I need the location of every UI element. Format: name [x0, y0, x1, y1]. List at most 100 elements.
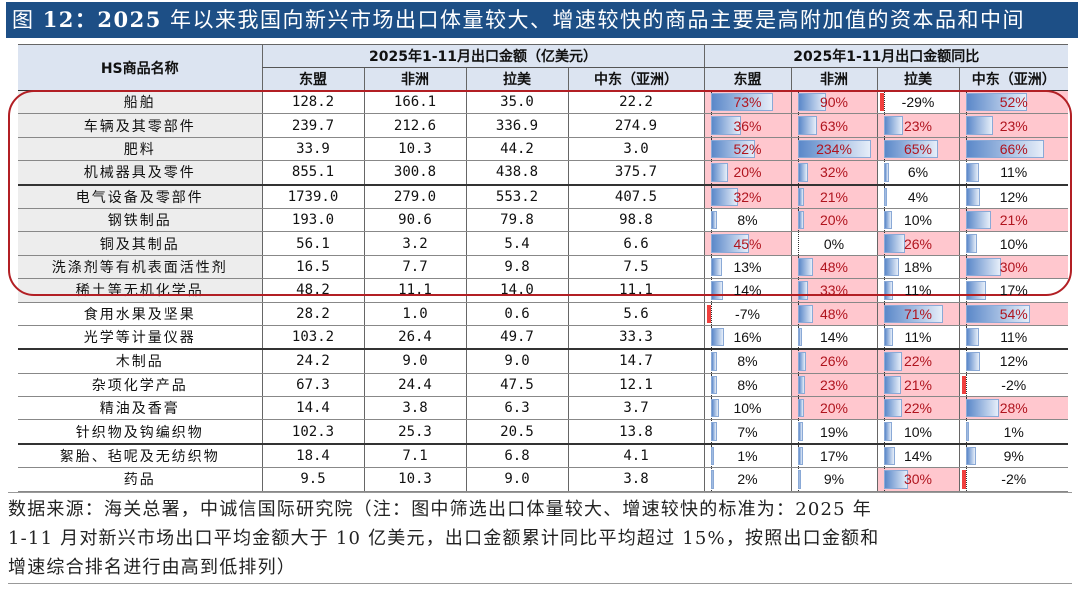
data-bar [797, 163, 808, 182]
yoy-growth-cell: 30% [958, 255, 1068, 280]
yoy-growth-cell: 73% [703, 90, 791, 115]
yoy-growth-cell: 8% [703, 208, 791, 233]
header-amount-africa: 非洲 [363, 67, 466, 91]
export-amount: 7.5 [567, 255, 704, 280]
yoy-growth-value: 18% [903, 258, 933, 275]
data-bar [710, 187, 738, 206]
yoy-growth-cell: 52% [703, 137, 791, 162]
data-bar [710, 352, 718, 371]
yoy-growth-value: 73% [733, 94, 762, 111]
yoy-growth-value: 10% [903, 423, 933, 440]
yoy-growth-cell: 54% [958, 302, 1068, 326]
export-amount: 12.1 [567, 373, 704, 398]
yoy-growth-value: 14% [903, 448, 933, 465]
export-amount: 79.8 [465, 208, 568, 233]
data-bar [797, 422, 804, 441]
header-yoy-africa: 非洲 [790, 67, 877, 91]
export-amount: 553.2 [465, 184, 568, 209]
data-bar [965, 446, 977, 466]
table-row: 针织物及钩编织物 102.3 25.3 20.5 13.8 7% 19% 10% 1% [18, 419, 1068, 445]
data-bar [710, 470, 714, 489]
yoy-growth-cell: 63% [790, 113, 877, 138]
commodity-name: 絮胎、毡呢及无纺织物 [18, 443, 262, 469]
data-bar [710, 93, 774, 112]
yoy-growth-value: -2% [1001, 471, 1027, 488]
data-bar [710, 375, 718, 395]
yoy-growth-value: 11% [904, 329, 932, 346]
data-bar [965, 422, 969, 441]
data-bar [710, 399, 720, 418]
data-bar [797, 470, 801, 489]
yoy-growth-value: 21% [819, 188, 849, 205]
yoy-growth-cell: 14% [876, 443, 959, 469]
data-bar [797, 352, 806, 371]
export-amount: 102.3 [261, 419, 364, 445]
yoy-growth-cell: 14% [790, 325, 877, 351]
yoy-growth-value: 14% [733, 282, 762, 299]
yoy-growth-cell: 32% [703, 184, 791, 209]
yoy-growth-value: 13% [733, 258, 762, 275]
export-amount: 33.3 [567, 325, 704, 351]
commodity-name: 药品 [18, 467, 262, 492]
yoy-growth-value: -7% [735, 305, 760, 322]
data-bar [797, 210, 804, 230]
table-body: 船舶 128.2 166.1 35.0 22.2 73% 90% -29% 52% 车辆及其零部件… [18, 90, 1068, 492]
yoy-growth-cell: 10% [876, 419, 959, 445]
yoy-growth-value: 66% [999, 140, 1028, 157]
yoy-growth-value: 20% [819, 400, 849, 417]
export-amount: 5.4 [465, 231, 568, 256]
yoy-growth-cell: 36% [703, 113, 791, 138]
yoy-growth-value: 22% [903, 353, 933, 370]
export-amount: 20.5 [465, 419, 568, 445]
data-bar [797, 375, 805, 395]
yoy-growth-cell: 7% [703, 419, 791, 445]
yoy-growth-cell: 19% [790, 419, 877, 445]
export-amount: 44.2 [465, 137, 568, 162]
yoy-growth-value: 14% [819, 329, 849, 346]
yoy-growth-value: 9% [1003, 448, 1024, 465]
table-row: 铜及其制品 56.1 3.2 5.4 6.6 45% 0% 26% 10% [18, 231, 1068, 256]
yoy-growth-cell: -7% [703, 302, 791, 326]
data-bar [883, 399, 902, 418]
yoy-growth-cell: -2% [958, 467, 1068, 492]
yoy-growth-value: 0% [823, 235, 845, 252]
export-amount: 14.0 [465, 278, 568, 303]
yoy-growth-cell: 30% [876, 467, 959, 492]
export-amount: 103.2 [261, 325, 364, 351]
export-amount: 56.1 [261, 231, 364, 256]
table-row: 光学等计量仪器 103.2 26.4 49.7 33.3 16% 14% 11% 11% [18, 325, 1068, 351]
export-amount: 26.4 [363, 325, 466, 351]
export-amount: 47.5 [465, 373, 568, 398]
yoy-growth-cell: 45% [703, 231, 791, 256]
yoy-growth-value: 8% [737, 376, 758, 393]
export-amount: 16.5 [261, 255, 364, 280]
negative-data-bar [961, 470, 966, 489]
yoy-growth-value: 8% [737, 212, 758, 229]
yoy-growth-value: 11% [904, 282, 932, 299]
export-amount: 212.6 [363, 113, 466, 138]
export-amount: 90.6 [363, 208, 466, 233]
table-row: 船舶 128.2 166.1 35.0 22.2 73% 90% -29% 52% [18, 90, 1068, 115]
data-bar [883, 116, 903, 135]
table-row: 钢铁制品 193.0 90.6 79.8 98.8 8% 20% 10% 21% [18, 208, 1068, 233]
header-yoy-latam: 拉美 [876, 67, 959, 91]
yoy-growth-value: 23% [819, 376, 849, 393]
export-amount: 10.3 [363, 467, 466, 492]
data-bar [965, 139, 1044, 159]
yoy-growth-cell: 10% [876, 208, 959, 233]
yoy-growth-value: 2% [737, 471, 758, 488]
yoy-growth-cell: 1% [703, 443, 791, 469]
yoy-growth-value: 21% [903, 376, 933, 393]
yoy-growth-value: 17% [999, 282, 1028, 299]
data-bar [883, 375, 901, 395]
data-bar [797, 281, 808, 300]
export-amount: 3.2 [363, 231, 466, 256]
zero-axis [965, 468, 967, 491]
yoy-growth-value: 52% [999, 94, 1028, 111]
yoy-growth-value: 48% [819, 258, 849, 275]
export-amount: 279.0 [363, 184, 466, 209]
yoy-growth-cell: 71% [876, 302, 959, 326]
yoy-growth-value: 26% [819, 353, 849, 370]
data-bar [965, 304, 1030, 323]
negative-data-bar [879, 93, 884, 112]
